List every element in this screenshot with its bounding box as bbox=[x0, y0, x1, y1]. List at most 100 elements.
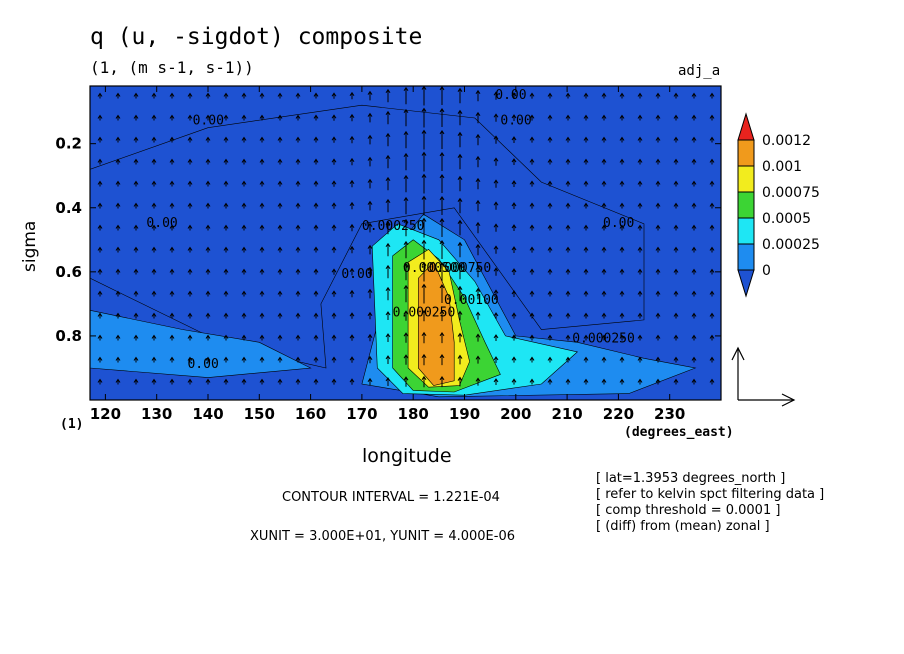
vector-arrow-head bbox=[223, 136, 229, 141]
colorbar-top-arrow bbox=[737, 112, 755, 141]
vector-arrow-head bbox=[385, 110, 391, 116]
vector-arrow-head bbox=[403, 332, 409, 337]
vector-arrow-head bbox=[655, 224, 661, 229]
vector-arrow-head bbox=[385, 88, 391, 94]
vector-arrow-head bbox=[547, 180, 553, 185]
vector-arrow-head bbox=[259, 114, 265, 119]
colorbar-label: 0 bbox=[762, 263, 771, 279]
vector-arrow-head bbox=[421, 151, 427, 156]
vector-arrow-head bbox=[493, 334, 499, 339]
vector-arrow-head bbox=[529, 246, 535, 251]
vector-arrow-head bbox=[439, 86, 445, 91]
vector-arrow-head bbox=[205, 136, 211, 141]
vector-arrow-head bbox=[403, 86, 409, 92]
vector-arrow-head bbox=[493, 223, 499, 228]
vector-arrow-head bbox=[367, 333, 373, 339]
vector-arrow-head bbox=[709, 224, 715, 229]
vector-arrow-head bbox=[205, 158, 211, 163]
vector-arrow-head bbox=[151, 180, 157, 185]
vector-arrow-head bbox=[691, 114, 697, 119]
vector-arrow-head bbox=[565, 290, 571, 295]
vector-arrow-head bbox=[475, 155, 481, 161]
vector-arrow-head bbox=[349, 113, 355, 119]
vector-arrow-head bbox=[205, 378, 211, 383]
vector-arrow-head bbox=[97, 114, 103, 119]
vector-arrow-head bbox=[619, 312, 625, 317]
vector-arrow-head bbox=[277, 378, 283, 383]
vector-arrow-head bbox=[421, 353, 427, 358]
vector-arrow-head bbox=[673, 378, 679, 383]
vector-arrow-head bbox=[313, 92, 319, 97]
vector-arrow-head bbox=[601, 246, 607, 251]
vector-arrow-head bbox=[583, 92, 589, 97]
vector-arrow-head bbox=[655, 268, 661, 273]
vector-arrow-head bbox=[439, 284, 445, 289]
vector-arrow-head bbox=[313, 180, 319, 185]
chart-units: (1, (m s-1, s-1)) bbox=[90, 58, 254, 77]
vector-arrow-head bbox=[295, 268, 301, 273]
vector-arrow-head bbox=[691, 158, 697, 163]
vector-arrow-head bbox=[475, 177, 481, 183]
vector-arrow-head bbox=[637, 334, 643, 339]
vector-arrow-head bbox=[709, 290, 715, 295]
vector-arrow-head bbox=[313, 312, 319, 317]
vector-arrow-head bbox=[97, 136, 103, 141]
vector-arrow-head bbox=[331, 356, 337, 361]
vector-arrow-head bbox=[583, 378, 589, 383]
vector-arrow-head bbox=[565, 180, 571, 185]
vector-arrow-head bbox=[151, 378, 157, 383]
vector-arrow-head bbox=[655, 180, 661, 185]
vector-arrow-head bbox=[169, 312, 175, 317]
vector-arrow-head bbox=[583, 290, 589, 295]
vector-arrow-head bbox=[565, 334, 571, 339]
unit-vector-vertical-head bbox=[731, 346, 745, 361]
vector-arrow-head bbox=[367, 156, 373, 161]
vector-arrow-head bbox=[601, 92, 607, 97]
x-tick-label: 200 bbox=[500, 405, 531, 423]
vector-arrow-head bbox=[673, 180, 679, 185]
contour-region-0 bbox=[90, 104, 645, 369]
x-axis-label: longitude bbox=[362, 445, 452, 467]
vector-arrow-head bbox=[529, 158, 535, 163]
vector-arrow-head bbox=[169, 356, 175, 361]
vector-arrow-head bbox=[637, 136, 643, 141]
vector-arrow-head bbox=[115, 224, 121, 229]
vector-arrow-head bbox=[133, 136, 139, 141]
vector-arrow-head bbox=[97, 334, 103, 339]
vector-arrow-head bbox=[259, 136, 265, 141]
vector-arrow-head bbox=[529, 180, 535, 185]
vector-arrow-head bbox=[709, 268, 715, 273]
vector-arrow-head bbox=[439, 130, 445, 135]
vector-arrow-head bbox=[439, 240, 445, 245]
vector-arrow-head bbox=[511, 92, 517, 97]
vector-arrow-head bbox=[709, 136, 715, 141]
vector-arrow-head bbox=[349, 334, 355, 339]
vector-arrow-head bbox=[385, 333, 391, 338]
vector-arrow-head bbox=[241, 334, 247, 339]
vector-arrow-head bbox=[349, 135, 355, 141]
vector-arrow-head bbox=[349, 267, 355, 273]
vector-arrow-head bbox=[349, 179, 355, 185]
vector-arrow-head bbox=[565, 92, 571, 97]
vector-arrow-head bbox=[277, 290, 283, 295]
vector-arrow-head bbox=[565, 224, 571, 229]
vector-arrow-head bbox=[691, 290, 697, 295]
note-latitude: [ lat=1.3953 degrees_north ] bbox=[596, 471, 786, 486]
vector-arrow-head bbox=[151, 92, 157, 97]
vector-arrow-head bbox=[133, 356, 139, 361]
vector-arrow-head bbox=[619, 246, 625, 251]
vector-arrow-head bbox=[313, 268, 319, 273]
vector-arrow-head bbox=[619, 268, 625, 273]
vector-arrow-head bbox=[169, 334, 175, 339]
vector-arrow-head bbox=[151, 268, 157, 273]
vector-arrow-head bbox=[439, 309, 445, 315]
vector-arrow-head bbox=[511, 268, 517, 273]
vector-arrow-head bbox=[385, 286, 391, 292]
vector-arrow-head bbox=[277, 334, 283, 339]
vector-arrow-head bbox=[259, 158, 265, 163]
vector-arrow-head bbox=[691, 378, 697, 383]
contour-label: 0.00 bbox=[603, 216, 634, 231]
vector-arrow-head bbox=[421, 129, 427, 134]
vector-arrow-head bbox=[709, 334, 715, 339]
